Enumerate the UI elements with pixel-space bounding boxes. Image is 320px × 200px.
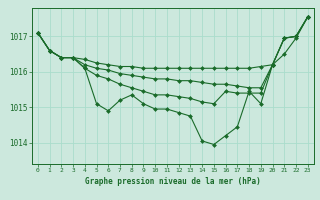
X-axis label: Graphe pression niveau de la mer (hPa): Graphe pression niveau de la mer (hPa) (85, 177, 261, 186)
